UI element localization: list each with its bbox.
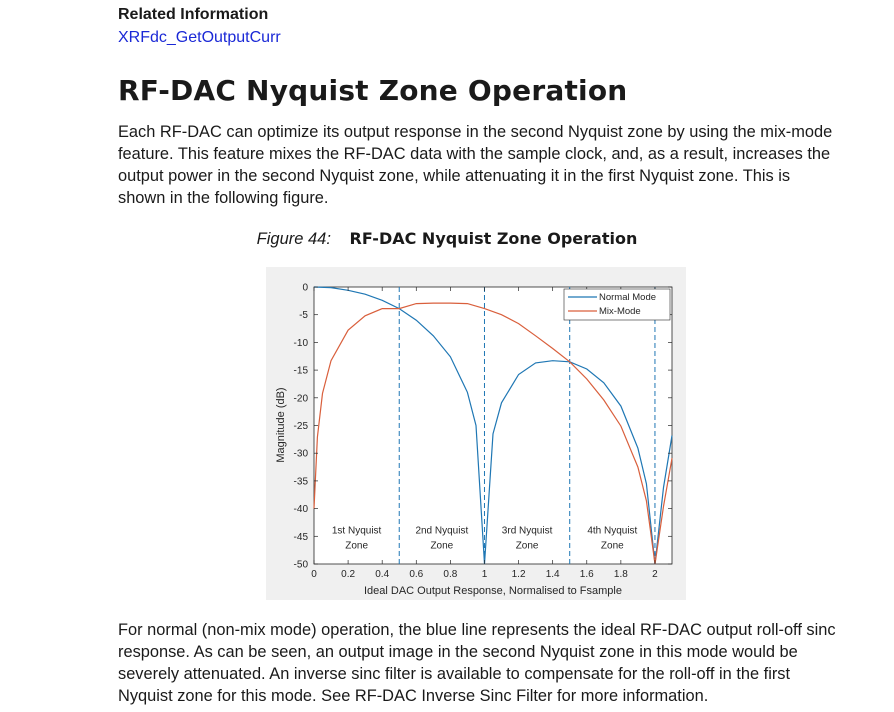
x-axis-label: Ideal DAC Output Response, Normalised to… xyxy=(364,585,622,597)
x-tick-label: 0 xyxy=(311,569,317,580)
zone-labels: 1st Nyquist Zone 2nd Nyquist Zone 3rd Nyquis… xyxy=(332,526,638,552)
x-tick-label: 0.4 xyxy=(375,569,389,580)
y-tick-label: -50 xyxy=(294,560,309,571)
x-tick-label: 2 xyxy=(652,569,658,580)
y-tick-label: -15 xyxy=(294,366,309,377)
zone-label: Zone xyxy=(601,540,624,551)
x-tick-label: 1.4 xyxy=(546,569,560,580)
x-tick-label: 0.2 xyxy=(341,569,355,580)
y-tick-label: 0 xyxy=(302,283,308,294)
y-tick-label: -10 xyxy=(294,338,309,349)
y-tick-label: -25 xyxy=(294,421,309,432)
figure-caption: Figure 44: RF-DAC Nyquist Zone Operation xyxy=(0,229,894,249)
y-axis-ticks: 0 -5 -10 -15 -20 -25 -30 -35 -40 -45 -50 xyxy=(294,283,672,571)
zone-label: 3rd Nyquist xyxy=(502,526,553,537)
x-tick-label: 1 xyxy=(482,569,488,580)
zone-label: Zone xyxy=(345,540,368,551)
legend-box xyxy=(563,288,671,321)
series-lines xyxy=(313,286,673,565)
figure-number: Figure 44: xyxy=(256,230,331,248)
intro-paragraph: Each RF-DAC can optimize its output resp… xyxy=(118,123,833,207)
series-line-mix-mode xyxy=(313,302,673,565)
chart-svg: 0 0.2 0.4 0.6 0.8 1 1.2 1.4 1.6 1.8 2 0 -5 -10 -15 -20… xyxy=(275,283,673,597)
explanation-paragraph: For normal (non-mix mode) operation, the… xyxy=(118,621,836,705)
y-tick-label: -35 xyxy=(294,476,309,487)
section-title: RF-DAC Nyquist Zone Operation xyxy=(118,74,628,107)
series-line-normal-mode xyxy=(313,286,673,565)
zone-label: Zone xyxy=(430,540,453,551)
y-tick-label: -45 xyxy=(294,532,309,543)
x-tick-label: 1.6 xyxy=(580,569,594,580)
nyquist-zone-chart: 0 0.2 0.4 0.6 0.8 1 1.2 1.4 1.6 1.8 2 0 -5 -10 -15 -20… xyxy=(266,267,686,600)
x-tick-label: 1.2 xyxy=(512,569,526,580)
legend-label-mix-mode: Mix-Mode xyxy=(599,306,641,317)
y-axis-label: Magnitude (dB) xyxy=(275,387,287,462)
zone-label: Zone xyxy=(516,540,539,551)
legend: Normal Mode Mix-Mode xyxy=(563,288,671,321)
zone-label: 1st Nyquist xyxy=(332,526,382,537)
related-link[interactable]: XRFdc_GetOutputCurr xyxy=(118,29,281,46)
x-tick-label: 0.8 xyxy=(443,569,457,580)
related-information-heading: Related Information xyxy=(118,6,269,23)
x-axis-ticks: 0 0.2 0.4 0.6 0.8 1 1.2 1.4 1.6 1.8 2 xyxy=(311,287,658,580)
zone-label: 4th Nyquist xyxy=(587,526,637,537)
plot-area xyxy=(313,286,673,565)
x-tick-label: 0.6 xyxy=(409,569,423,580)
y-tick-label: -30 xyxy=(294,449,309,460)
legend-label-normal-mode: Normal Mode xyxy=(599,292,656,303)
y-tick-label: -5 xyxy=(299,310,308,321)
y-tick-label: -20 xyxy=(294,393,309,404)
x-tick-label: 1.8 xyxy=(614,569,628,580)
y-tick-label: -40 xyxy=(294,504,309,515)
zone-boundary-lines xyxy=(398,287,656,564)
figure-title: RF-DAC Nyquist Zone Operation xyxy=(349,229,638,248)
zone-label: 2nd Nyquist xyxy=(415,526,468,537)
